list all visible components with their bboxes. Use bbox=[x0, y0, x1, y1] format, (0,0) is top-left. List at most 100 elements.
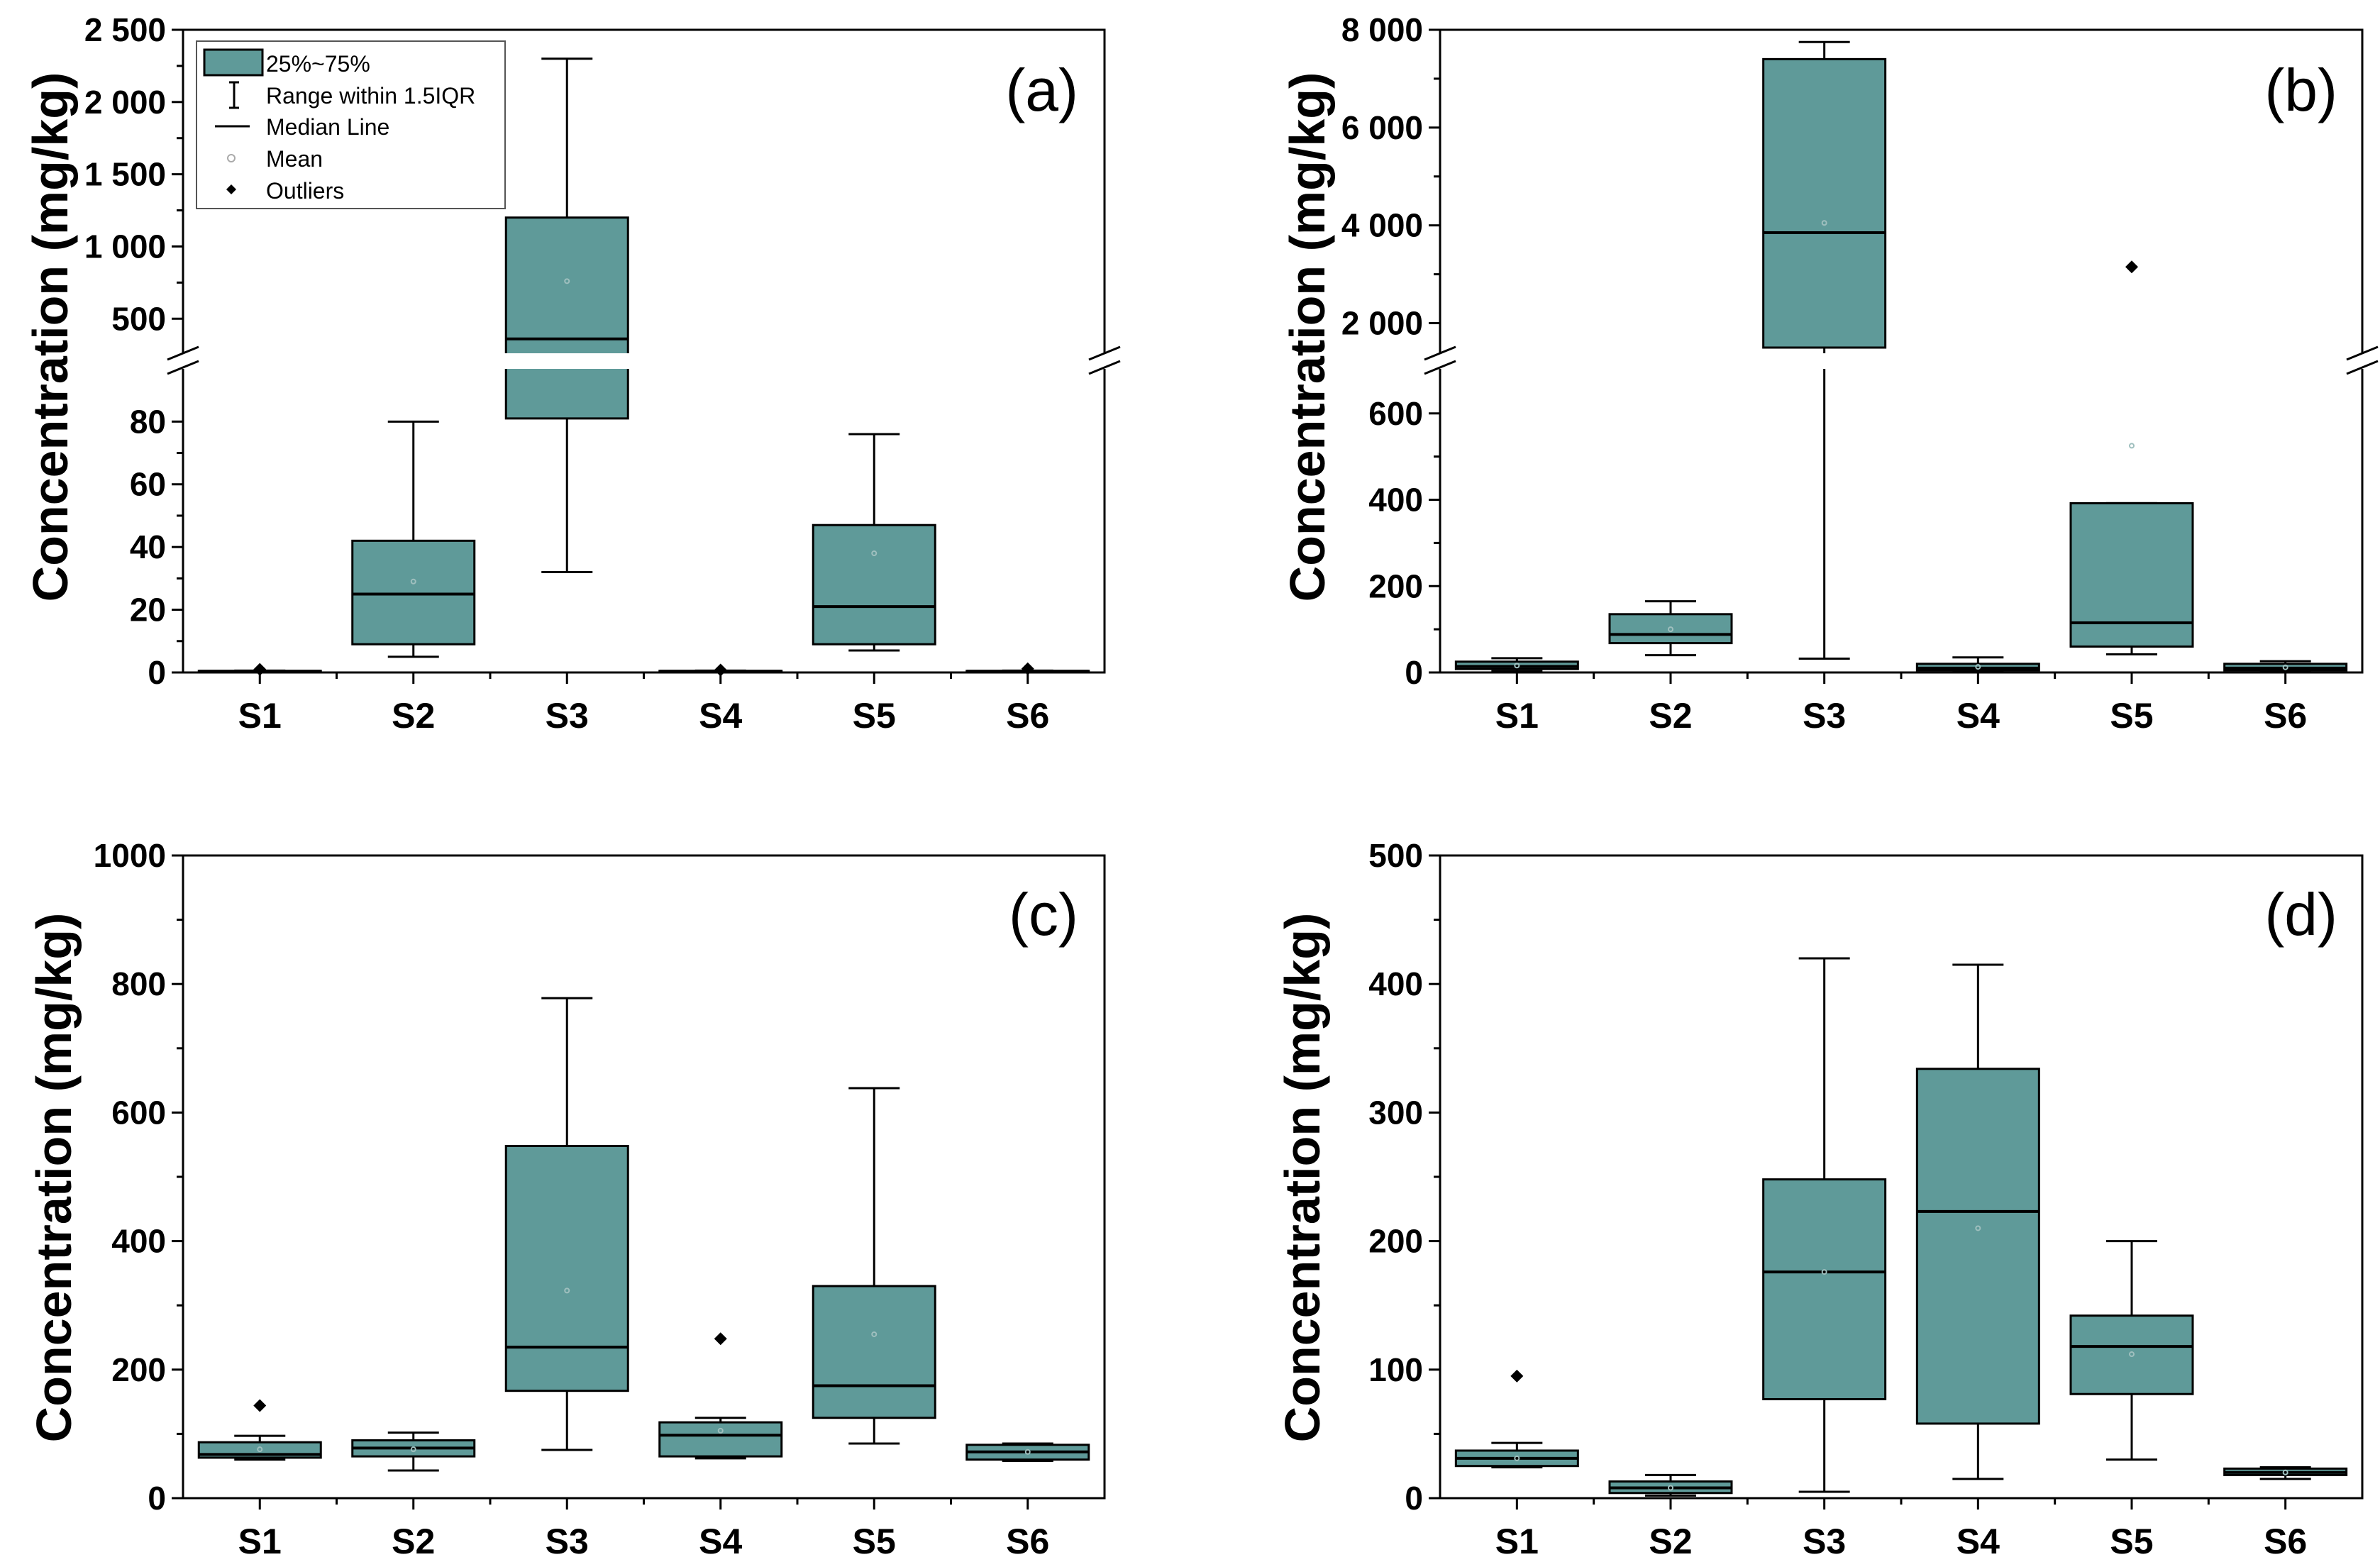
panel-c-xtick-label: S4 bbox=[699, 1522, 742, 1561]
panel-d-mean-marker bbox=[1668, 1485, 1673, 1491]
panel-c-iqr-box bbox=[658, 1421, 783, 1458]
panel-b-xtick-label: S1 bbox=[1495, 696, 1539, 736]
panel-b-axis-break-gap bbox=[1419, 353, 2380, 369]
panel-b-label: (b) bbox=[2264, 57, 2337, 123]
panel-a-ytick-label: 0 bbox=[148, 654, 166, 691]
panel-a-ytick-label: 2 000 bbox=[84, 84, 166, 121]
panel-d-iqr-box bbox=[1915, 1068, 2040, 1425]
panel-c-outlier bbox=[253, 1399, 267, 1412]
panel-a-mean-marker bbox=[564, 278, 570, 284]
panel-c: 0 200 400 600 800 1000 S1 S2 S3 S4 S5 S6 (c) Concentr… bbox=[26, 837, 1106, 1561]
panel-c-iqr-box bbox=[504, 1145, 629, 1392]
legend: 25%~75% Range within 1.5IQR Median Line … bbox=[196, 40, 506, 209]
panel-a-box-S1 bbox=[197, 663, 322, 676]
panel-a-outlier bbox=[253, 663, 267, 676]
panel-d-xtick-label: S5 bbox=[2110, 1522, 2153, 1561]
panel-a-ytick-label: 40 bbox=[130, 528, 166, 565]
panel-b-ytick-label: 0 bbox=[1405, 654, 1423, 691]
panel-d-xtick-label: S6 bbox=[2264, 1522, 2307, 1561]
legend-mean-label: Mean bbox=[266, 146, 323, 172]
panel-c-box-S3 bbox=[504, 997, 629, 1451]
panel-a-ytick-label: 1 000 bbox=[84, 228, 166, 265]
panel-a-ytick-label: 1 500 bbox=[84, 156, 166, 193]
panel-d-box-S3 bbox=[1762, 957, 1887, 1493]
panel-a-iqr-box bbox=[351, 539, 476, 646]
panel-b-ytick-label: 8 000 bbox=[1341, 11, 1423, 48]
panel-c-ytick-label: 0 bbox=[148, 1480, 166, 1517]
panel-a-box-S2 bbox=[351, 420, 476, 658]
panel-d-outlier bbox=[1510, 1369, 1524, 1383]
panel-d: 0 100 200 300 400 500 S1 S2 S3 S4 S5 S6 (d) Concentra… bbox=[1275, 837, 2364, 1561]
panel-a-iqr-box bbox=[504, 216, 629, 420]
panel-b-iqr-box bbox=[1608, 613, 1733, 645]
panel-a-axis-break-mark bbox=[167, 360, 199, 375]
panel-b-axis-break-mark bbox=[1424, 345, 1456, 361]
panel-d-mean-marker bbox=[1821, 1269, 1827, 1275]
panel-a-mean-marker bbox=[410, 578, 416, 585]
panel-b-xtick-label: S6 bbox=[2264, 696, 2307, 736]
legend-box-swatch bbox=[203, 48, 264, 77]
panel-c-ytick-label: 400 bbox=[111, 1223, 166, 1260]
legend-outlier-label: Outliers bbox=[266, 178, 344, 204]
panel-a-ylabel: Concentration (mg/kg) bbox=[23, 72, 78, 602]
panel-b-box-S5 bbox=[2069, 260, 2194, 655]
panel-d-box-S1 bbox=[1454, 1369, 1579, 1469]
panel-a-axis-break-mark bbox=[167, 345, 199, 361]
panel-c-outlier bbox=[714, 1332, 727, 1346]
panel-b-axis-break-mark bbox=[2346, 345, 2379, 361]
panel-d-ytick-label: 300 bbox=[1368, 1094, 1423, 1131]
panel-a-axis-break-gap bbox=[162, 353, 1126, 369]
panel-d-box-S6 bbox=[2223, 1466, 2348, 1480]
panel-d-xtick-label: S3 bbox=[1803, 1522, 1846, 1561]
panel-c-mean-marker bbox=[871, 1331, 878, 1337]
legend-range-label: Range within 1.5IQR bbox=[266, 83, 475, 109]
panel-b: 0 200 400 600 2 000 4 000 6 000 8 000 S1 S2 S3 S4 S5… bbox=[1280, 11, 2380, 736]
panel-a-axis-break-mark bbox=[1088, 360, 1121, 375]
panel-d-label: (d) bbox=[2264, 881, 2337, 948]
panel-c-ytick-label: 1000 bbox=[94, 837, 166, 874]
panel-c-mean-marker bbox=[1024, 1449, 1031, 1455]
panel-a-ytick-label: 80 bbox=[130, 403, 166, 440]
panel-b-box-S6 bbox=[2223, 660, 2348, 673]
panel-c-xtick-label: S6 bbox=[1006, 1522, 1049, 1561]
panel-b-axis-break-mark bbox=[1424, 360, 1456, 375]
panel-b-xtick-label: S5 bbox=[2110, 696, 2153, 736]
panel-a-xtick-label: S4 bbox=[699, 696, 742, 736]
panel-c-box-S4 bbox=[658, 1332, 783, 1460]
panel-a-label: (a) bbox=[1005, 57, 1078, 123]
panel-d-ytick-label: 100 bbox=[1368, 1351, 1423, 1388]
panel-c-mean-marker bbox=[410, 1446, 416, 1453]
panel-c-ytick-label: 600 bbox=[111, 1094, 166, 1131]
panel-a-axis-break-mark bbox=[1088, 345, 1121, 361]
panel-c-xtick-label: S1 bbox=[238, 1522, 282, 1561]
panel-c-mean-marker bbox=[717, 1427, 724, 1434]
panel-d-iqr-box bbox=[2069, 1314, 2194, 1395]
panel-d-frame bbox=[1439, 854, 2364, 1500]
panel-b-ytick-label: 400 bbox=[1368, 482, 1423, 519]
panel-c-mean-marker bbox=[257, 1446, 263, 1453]
legend-box-label: 25%~75% bbox=[266, 51, 370, 77]
panel-b-ytick-label: 4 000 bbox=[1341, 207, 1423, 244]
panel-d-mean-marker bbox=[2282, 1469, 2288, 1475]
panel-c-xtick-label: S5 bbox=[853, 1522, 896, 1561]
panel-a-box-S3 bbox=[504, 57, 629, 574]
panel-d-xtick-label: S4 bbox=[1956, 1522, 2000, 1561]
panel-d-xtick-label: S2 bbox=[1649, 1522, 1692, 1561]
panel-b-xtick-label: S2 bbox=[1649, 696, 1692, 736]
panel-b-frame bbox=[1439, 28, 2364, 674]
panel-d-ylabel: Concentration (mg/kg) bbox=[1275, 913, 1330, 1443]
panel-a-xtick-label: S2 bbox=[392, 696, 435, 736]
panel-a-ytick-label: 2 500 bbox=[84, 11, 166, 48]
panel-a-box-S4 bbox=[658, 663, 783, 677]
panel-d-xtick-label: S1 bbox=[1495, 1522, 1539, 1561]
panel-c-frame bbox=[182, 854, 1106, 1500]
panel-b-iqr-box bbox=[2069, 502, 2194, 648]
panel-b-mean-marker bbox=[1668, 626, 1673, 633]
panel-a-box-S5 bbox=[812, 433, 936, 652]
panel-d-box-S2 bbox=[1608, 1473, 1733, 1497]
panel-a-box-S6 bbox=[965, 662, 1090, 675]
panel-a-xtick-label: S6 bbox=[1006, 696, 1049, 736]
panel-a-xtick-label: S5 bbox=[853, 696, 896, 736]
panel-c-ytick-label: 200 bbox=[111, 1351, 166, 1388]
panel-a-iqr-box bbox=[812, 524, 936, 646]
